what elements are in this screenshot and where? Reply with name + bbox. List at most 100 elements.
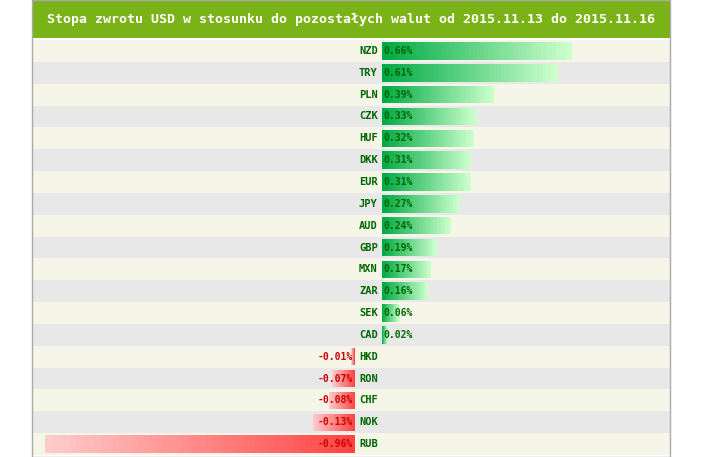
FancyBboxPatch shape <box>396 217 398 234</box>
FancyBboxPatch shape <box>339 370 340 387</box>
FancyBboxPatch shape <box>426 260 428 278</box>
FancyBboxPatch shape <box>329 392 330 409</box>
FancyBboxPatch shape <box>342 370 343 387</box>
FancyBboxPatch shape <box>511 64 515 81</box>
FancyBboxPatch shape <box>446 217 449 234</box>
FancyBboxPatch shape <box>409 129 412 147</box>
FancyBboxPatch shape <box>428 173 430 191</box>
FancyBboxPatch shape <box>439 151 442 169</box>
FancyBboxPatch shape <box>343 370 344 387</box>
FancyBboxPatch shape <box>439 173 442 191</box>
FancyBboxPatch shape <box>435 108 437 125</box>
FancyBboxPatch shape <box>417 260 418 278</box>
FancyBboxPatch shape <box>395 217 397 234</box>
FancyBboxPatch shape <box>472 108 475 125</box>
FancyBboxPatch shape <box>391 195 393 213</box>
FancyBboxPatch shape <box>392 217 394 234</box>
FancyBboxPatch shape <box>353 392 355 409</box>
FancyBboxPatch shape <box>384 86 387 103</box>
FancyBboxPatch shape <box>387 326 388 344</box>
FancyBboxPatch shape <box>383 304 384 322</box>
FancyBboxPatch shape <box>418 260 420 278</box>
FancyBboxPatch shape <box>401 217 403 234</box>
FancyBboxPatch shape <box>430 129 432 147</box>
FancyBboxPatch shape <box>489 86 492 103</box>
FancyBboxPatch shape <box>402 173 404 191</box>
FancyBboxPatch shape <box>458 195 460 213</box>
FancyBboxPatch shape <box>329 392 331 409</box>
FancyBboxPatch shape <box>353 348 354 366</box>
FancyBboxPatch shape <box>388 304 389 322</box>
FancyBboxPatch shape <box>353 414 355 431</box>
FancyBboxPatch shape <box>552 42 557 60</box>
FancyBboxPatch shape <box>395 129 397 147</box>
FancyBboxPatch shape <box>384 326 385 344</box>
FancyBboxPatch shape <box>388 282 389 300</box>
FancyBboxPatch shape <box>395 173 397 191</box>
FancyBboxPatch shape <box>418 239 420 256</box>
FancyBboxPatch shape <box>468 151 470 169</box>
FancyBboxPatch shape <box>32 302 670 324</box>
FancyBboxPatch shape <box>446 151 449 169</box>
FancyBboxPatch shape <box>388 304 390 322</box>
FancyBboxPatch shape <box>383 326 384 344</box>
FancyBboxPatch shape <box>402 151 404 169</box>
FancyBboxPatch shape <box>382 304 383 322</box>
FancyBboxPatch shape <box>382 64 386 81</box>
FancyBboxPatch shape <box>386 326 387 344</box>
FancyBboxPatch shape <box>470 64 474 81</box>
FancyBboxPatch shape <box>429 217 431 234</box>
FancyBboxPatch shape <box>383 239 385 256</box>
FancyBboxPatch shape <box>352 414 354 431</box>
FancyBboxPatch shape <box>385 326 386 344</box>
FancyBboxPatch shape <box>385 326 386 344</box>
FancyBboxPatch shape <box>385 217 387 234</box>
FancyBboxPatch shape <box>383 304 385 322</box>
Text: RON: RON <box>359 373 378 383</box>
Text: AUD: AUD <box>359 221 378 231</box>
FancyBboxPatch shape <box>426 217 428 234</box>
FancyBboxPatch shape <box>444 195 446 213</box>
FancyBboxPatch shape <box>395 282 397 300</box>
FancyBboxPatch shape <box>418 217 420 234</box>
FancyBboxPatch shape <box>398 304 399 322</box>
FancyBboxPatch shape <box>415 282 416 300</box>
FancyBboxPatch shape <box>465 173 468 191</box>
FancyBboxPatch shape <box>386 326 387 344</box>
FancyBboxPatch shape <box>384 304 385 322</box>
FancyBboxPatch shape <box>418 129 421 147</box>
FancyBboxPatch shape <box>385 108 388 125</box>
FancyBboxPatch shape <box>317 414 318 431</box>
FancyBboxPatch shape <box>395 151 397 169</box>
FancyBboxPatch shape <box>393 217 395 234</box>
FancyBboxPatch shape <box>433 217 435 234</box>
FancyBboxPatch shape <box>138 436 145 453</box>
FancyBboxPatch shape <box>350 370 351 387</box>
FancyBboxPatch shape <box>445 195 448 213</box>
FancyBboxPatch shape <box>484 42 489 60</box>
FancyBboxPatch shape <box>386 326 387 344</box>
FancyBboxPatch shape <box>423 217 425 234</box>
FancyBboxPatch shape <box>456 173 459 191</box>
FancyBboxPatch shape <box>383 326 384 344</box>
FancyBboxPatch shape <box>354 348 355 366</box>
FancyBboxPatch shape <box>340 392 341 409</box>
FancyBboxPatch shape <box>175 436 182 453</box>
FancyBboxPatch shape <box>442 42 447 60</box>
FancyBboxPatch shape <box>314 414 315 431</box>
FancyBboxPatch shape <box>412 282 413 300</box>
FancyBboxPatch shape <box>386 239 388 256</box>
FancyBboxPatch shape <box>323 414 324 431</box>
FancyBboxPatch shape <box>341 392 343 409</box>
FancyBboxPatch shape <box>349 392 350 409</box>
FancyBboxPatch shape <box>428 42 432 60</box>
FancyBboxPatch shape <box>45 436 51 453</box>
FancyBboxPatch shape <box>410 239 412 256</box>
FancyBboxPatch shape <box>88 436 95 453</box>
Text: 0.66%: 0.66% <box>384 46 413 56</box>
FancyBboxPatch shape <box>453 129 456 147</box>
FancyBboxPatch shape <box>388 173 390 191</box>
FancyBboxPatch shape <box>430 195 432 213</box>
FancyBboxPatch shape <box>469 42 473 60</box>
FancyBboxPatch shape <box>482 86 486 103</box>
